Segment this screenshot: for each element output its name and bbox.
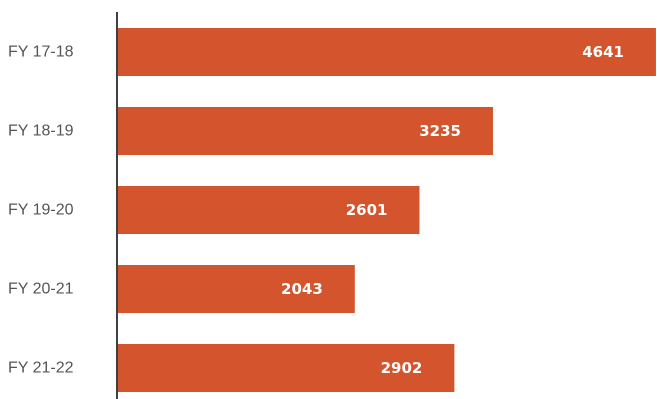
category-label-2: FY 19-20 (8, 202, 74, 219)
bars-layer (118, 28, 656, 392)
data-label-0: 4641 (582, 43, 624, 61)
bar-2 (118, 186, 420, 234)
bar-0 (118, 28, 656, 76)
bar-1 (118, 107, 493, 155)
data-label-1: 3235 (419, 122, 461, 140)
bar-3 (118, 265, 355, 313)
category-label-4: FY 21-22 (8, 360, 74, 377)
data-label-4: 2902 (381, 359, 423, 377)
data-label-2: 2601 (346, 201, 388, 219)
category-label-0: FY 17-18 (8, 44, 74, 61)
data-label-3: 2043 (281, 280, 323, 298)
category-label-1: FY 18-19 (8, 123, 74, 140)
bar-4 (118, 344, 455, 392)
category-label-3: FY 20-21 (8, 281, 74, 298)
labels-layer: FY 17-18 4641 FY 18-19 3235 FY 19-20 2601 FY 2… (8, 43, 624, 377)
